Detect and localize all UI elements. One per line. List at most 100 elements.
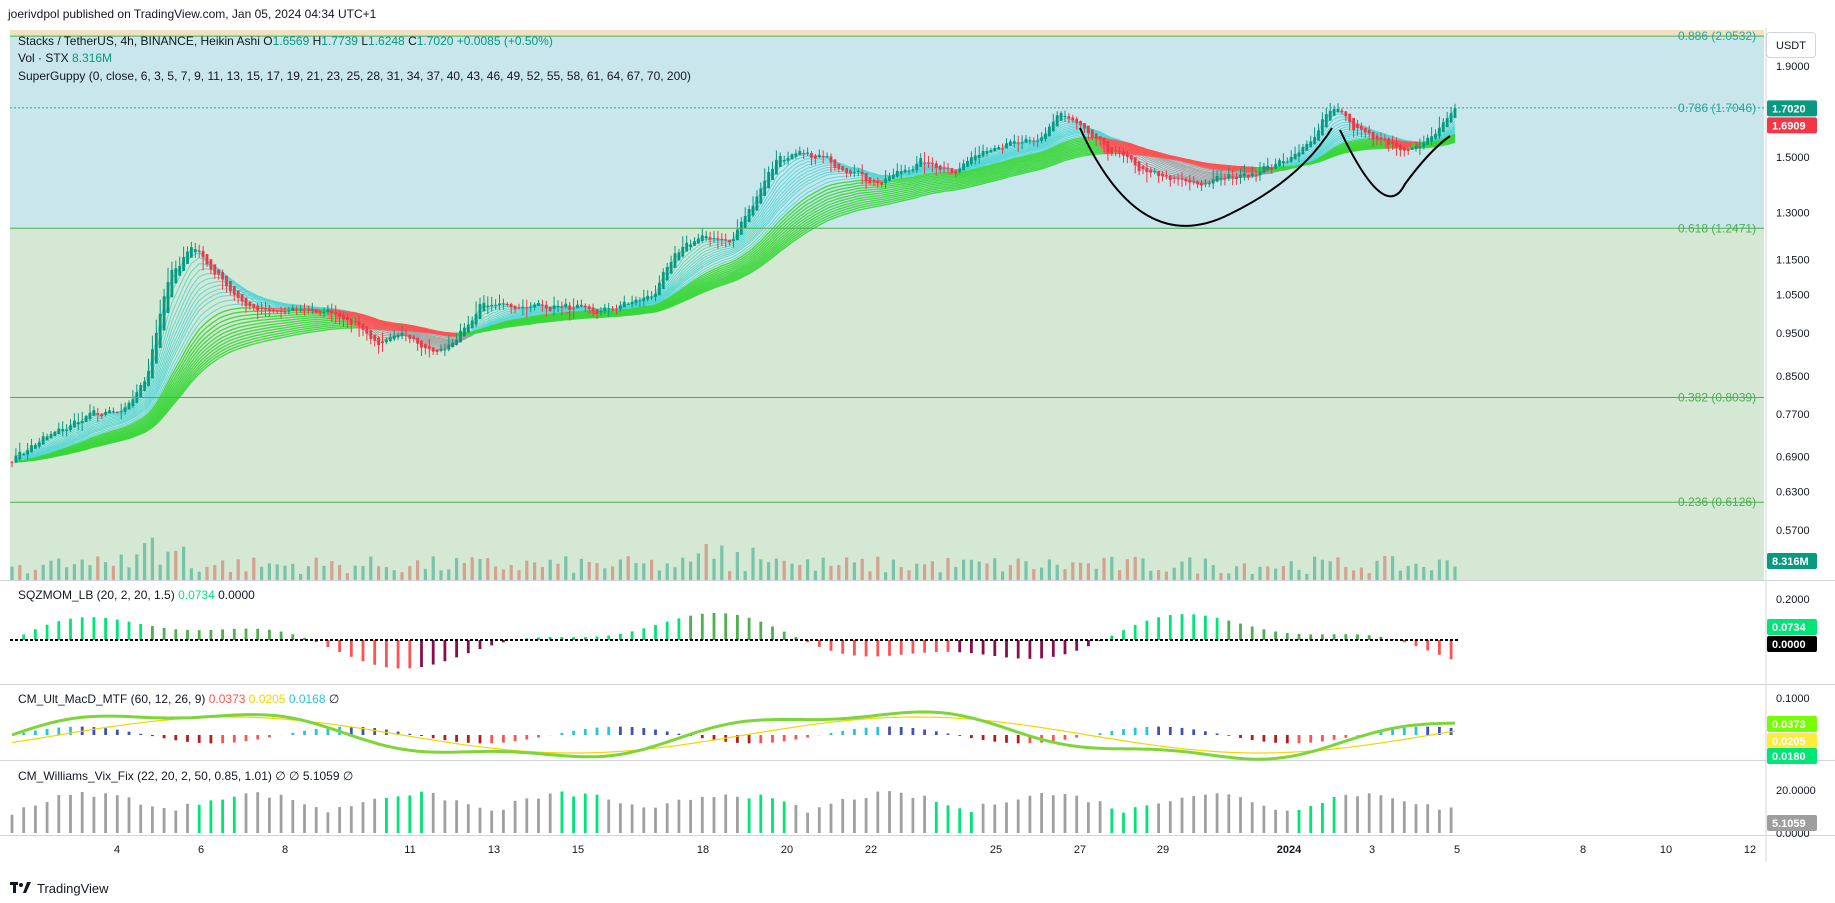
macd-hist-bar: [1110, 730, 1114, 735]
candle-body: [26, 450, 29, 455]
candle-body: [1141, 166, 1145, 170]
sqz-bar: [244, 628, 248, 640]
currency-button[interactable]: USDT: [1766, 32, 1816, 58]
macd-hist-bar: [1227, 735, 1231, 736]
volume-bar: [696, 553, 700, 580]
vix-tag-bg: [1767, 815, 1817, 831]
volume-bar: [166, 551, 170, 580]
candle-body: [782, 160, 786, 162]
macd-hist-bar: [431, 735, 435, 739]
sqz-bar: [396, 640, 400, 669]
candle-body: [1250, 173, 1254, 177]
macd-hist-bar: [654, 729, 657, 735]
vix-bar: [22, 807, 26, 833]
macd-hist-bar: [373, 728, 377, 735]
candle-body: [521, 307, 525, 309]
vix-bar: [548, 793, 552, 833]
vix-bar: [1215, 793, 1219, 833]
vix-bar: [806, 812, 809, 833]
macd-hist-bar: [525, 735, 529, 740]
macd-hist-bar: [139, 733, 143, 735]
macd-hist-bar: [502, 735, 505, 743]
sqz-bar: [888, 640, 891, 656]
candle-body: [1410, 148, 1414, 150]
volume-bar: [431, 556, 435, 580]
volume-bar: [969, 559, 973, 580]
volume-bar: [1266, 566, 1270, 580]
candle-body: [806, 152, 809, 154]
price-axis: 1.90001.70001.50001.30001.15001.05000.95…: [1776, 61, 1810, 537]
macd-hist-bar: [700, 735, 704, 739]
sqz-bar: [1402, 640, 1406, 643]
volume-bar: [408, 566, 412, 580]
candle-body: [509, 304, 513, 308]
candle-body: [10, 462, 14, 464]
sqzmom-value-1: 0.0734: [178, 588, 215, 602]
candle-body: [837, 163, 841, 169]
sqz-bar: [431, 640, 435, 665]
volume-bar: [845, 557, 849, 580]
candle-body: [665, 266, 669, 281]
candle-body: [821, 155, 825, 158]
candle-body: [349, 318, 353, 325]
vix-bar: [1344, 794, 1348, 833]
candle-body: [119, 411, 123, 413]
price-tick: 1.0500: [1776, 290, 1810, 302]
volume-bar: [1383, 556, 1387, 580]
candle-body: [1157, 171, 1160, 177]
candle-body: [1231, 176, 1235, 178]
volume-bar: [88, 565, 92, 580]
candle-body: [802, 153, 806, 155]
price-tick: 1.3000: [1776, 207, 1810, 219]
volume-bars: [10, 537, 1457, 580]
candle-body: [814, 155, 817, 159]
volume-bar: [728, 571, 732, 580]
sqz-bar: [1321, 634, 1324, 640]
macd-hist-bar: [34, 730, 37, 735]
time-tick: 29: [1157, 844, 1169, 856]
candle-body: [1079, 120, 1082, 126]
volume-bar: [1391, 556, 1395, 580]
candle-body: [1235, 176, 1238, 180]
candle-body: [1445, 118, 1449, 128]
volume-bar: [119, 554, 123, 580]
vix-bar: [630, 804, 634, 833]
vix-bar: [490, 810, 494, 833]
candle-body: [1309, 141, 1313, 148]
price-tick: 1.1500: [1776, 255, 1810, 267]
macd-hist-bar: [396, 731, 400, 735]
vix-bar: [151, 806, 154, 833]
tradingview-brand[interactable]: TradingView: [10, 878, 109, 898]
candle-body: [139, 384, 143, 398]
sqzmom-pane: 0.2000: [10, 594, 1810, 669]
candle-body: [1153, 171, 1157, 173]
candle-body: [61, 428, 65, 432]
vix-bar: [244, 793, 248, 833]
candle-body: [92, 410, 96, 416]
macd-hist-bar: [712, 735, 716, 741]
candle-body: [962, 163, 965, 171]
volume-bar: [478, 559, 482, 580]
volume-bar: [509, 565, 513, 580]
candle-body: [513, 305, 517, 310]
candle-body: [361, 323, 365, 330]
vix-bar: [455, 800, 458, 833]
vix-bar: [1087, 802, 1090, 833]
vix-bar: [888, 791, 891, 833]
macd-hist-bar: [478, 735, 482, 744]
macd-hist-bar: [1414, 726, 1418, 735]
candle-body: [1426, 137, 1430, 145]
macd-pane: 0.1000: [11, 693, 1810, 761]
macd-hist-bar: [1321, 735, 1324, 742]
candle-body: [697, 238, 700, 244]
candle-body: [849, 170, 852, 174]
guppy-line-34: [308, 308, 321, 311]
volume-bar: [306, 566, 310, 580]
candle-body: [1087, 125, 1090, 134]
macd-tag-1: 0.0373: [1772, 719, 1806, 731]
macd-hist-bar: [794, 735, 798, 740]
sqz-bar: [981, 640, 985, 655]
macd-hist-bar: [759, 735, 763, 744]
volume-bar: [228, 572, 232, 580]
